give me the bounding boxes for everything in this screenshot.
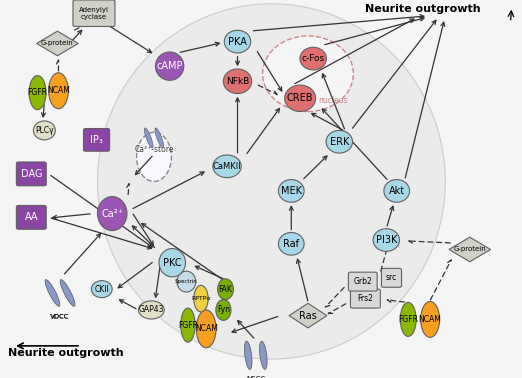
Text: VDCC: VDCC [51, 314, 69, 319]
FancyBboxPatch shape [350, 289, 381, 308]
Ellipse shape [421, 302, 440, 337]
Text: FGFR: FGFR [398, 315, 418, 324]
Ellipse shape [218, 279, 233, 299]
Text: src: src [386, 273, 397, 282]
Text: NFkB: NFkB [226, 77, 249, 86]
Ellipse shape [213, 155, 241, 178]
Text: RPTPα: RPTPα [191, 296, 211, 301]
Text: Adenylyl
cyclase: Adenylyl cyclase [79, 7, 109, 20]
Ellipse shape [196, 310, 216, 348]
Ellipse shape [263, 36, 353, 112]
Text: Neurite outgrowth: Neurite outgrowth [365, 5, 481, 14]
Text: Akt: Akt [389, 186, 405, 196]
Ellipse shape [326, 130, 352, 153]
Ellipse shape [60, 280, 75, 306]
Ellipse shape [138, 301, 164, 319]
Text: PKA: PKA [228, 37, 247, 46]
Text: PKC: PKC [163, 258, 182, 268]
Ellipse shape [181, 308, 195, 342]
Text: PLCγ: PLCγ [35, 126, 54, 135]
Text: CaMKII: CaMKII [212, 162, 242, 171]
Text: Ca²⁺-store: Ca²⁺-store [134, 145, 174, 154]
Text: NCAM: NCAM [419, 315, 442, 324]
Ellipse shape [216, 299, 231, 320]
FancyBboxPatch shape [73, 0, 115, 26]
Ellipse shape [156, 52, 184, 81]
Text: Raf: Raf [283, 239, 299, 249]
Text: GAP43: GAP43 [139, 305, 164, 314]
Ellipse shape [259, 341, 267, 369]
Text: Frs2: Frs2 [358, 294, 373, 303]
Text: FAK: FAK [219, 285, 232, 294]
Ellipse shape [373, 229, 399, 251]
Text: c-Fos: c-Fos [302, 54, 325, 63]
Ellipse shape [49, 73, 68, 108]
Ellipse shape [159, 249, 185, 277]
Text: Ca²⁺: Ca²⁺ [101, 209, 123, 218]
Text: Fyn: Fyn [217, 305, 230, 314]
Polygon shape [289, 303, 327, 328]
Ellipse shape [244, 341, 252, 369]
Text: Ras: Ras [299, 311, 317, 321]
Text: CKII: CKII [94, 285, 109, 294]
Text: MEK: MEK [281, 186, 302, 196]
Text: NSCC: NSCC [246, 376, 265, 378]
Ellipse shape [194, 285, 208, 312]
Ellipse shape [177, 271, 196, 292]
Text: NCAM: NCAM [195, 324, 218, 333]
Ellipse shape [400, 302, 416, 336]
Text: G-protein: G-protein [41, 40, 74, 46]
Text: IP₃: IP₃ [90, 135, 103, 145]
Ellipse shape [155, 128, 164, 148]
Ellipse shape [98, 197, 127, 231]
Ellipse shape [224, 30, 251, 53]
Ellipse shape [284, 85, 316, 112]
Text: ERK: ERK [329, 137, 349, 147]
Text: DAG: DAG [20, 169, 42, 179]
FancyBboxPatch shape [382, 268, 401, 287]
Text: cAMP: cAMP [157, 61, 183, 71]
Ellipse shape [91, 280, 112, 298]
Ellipse shape [384, 180, 410, 202]
Polygon shape [449, 237, 491, 262]
Ellipse shape [45, 280, 60, 306]
FancyBboxPatch shape [16, 162, 46, 186]
Ellipse shape [33, 121, 55, 140]
FancyBboxPatch shape [16, 206, 46, 229]
FancyBboxPatch shape [84, 129, 110, 151]
Ellipse shape [144, 128, 153, 148]
Ellipse shape [278, 232, 304, 255]
Text: CREB: CREB [287, 93, 313, 103]
Text: AA: AA [25, 212, 38, 222]
Text: FGFR: FGFR [28, 88, 48, 97]
Text: NCAM: NCAM [47, 86, 70, 95]
Text: Spectrin: Spectrin [175, 279, 198, 284]
Text: VDCC: VDCC [50, 314, 70, 320]
Ellipse shape [29, 76, 46, 110]
Text: PI3K: PI3K [376, 235, 397, 245]
Text: nucleus: nucleus [318, 96, 348, 105]
Ellipse shape [98, 4, 445, 359]
Ellipse shape [223, 69, 252, 94]
Text: FGFR: FGFR [178, 321, 198, 330]
Ellipse shape [137, 132, 171, 181]
FancyBboxPatch shape [348, 272, 377, 291]
Ellipse shape [300, 47, 326, 70]
Ellipse shape [278, 180, 304, 202]
Polygon shape [37, 31, 78, 56]
Text: Neurite outgrowth: Neurite outgrowth [8, 349, 124, 358]
Text: G-protein: G-protein [454, 246, 486, 253]
Text: Grb2: Grb2 [353, 277, 372, 286]
